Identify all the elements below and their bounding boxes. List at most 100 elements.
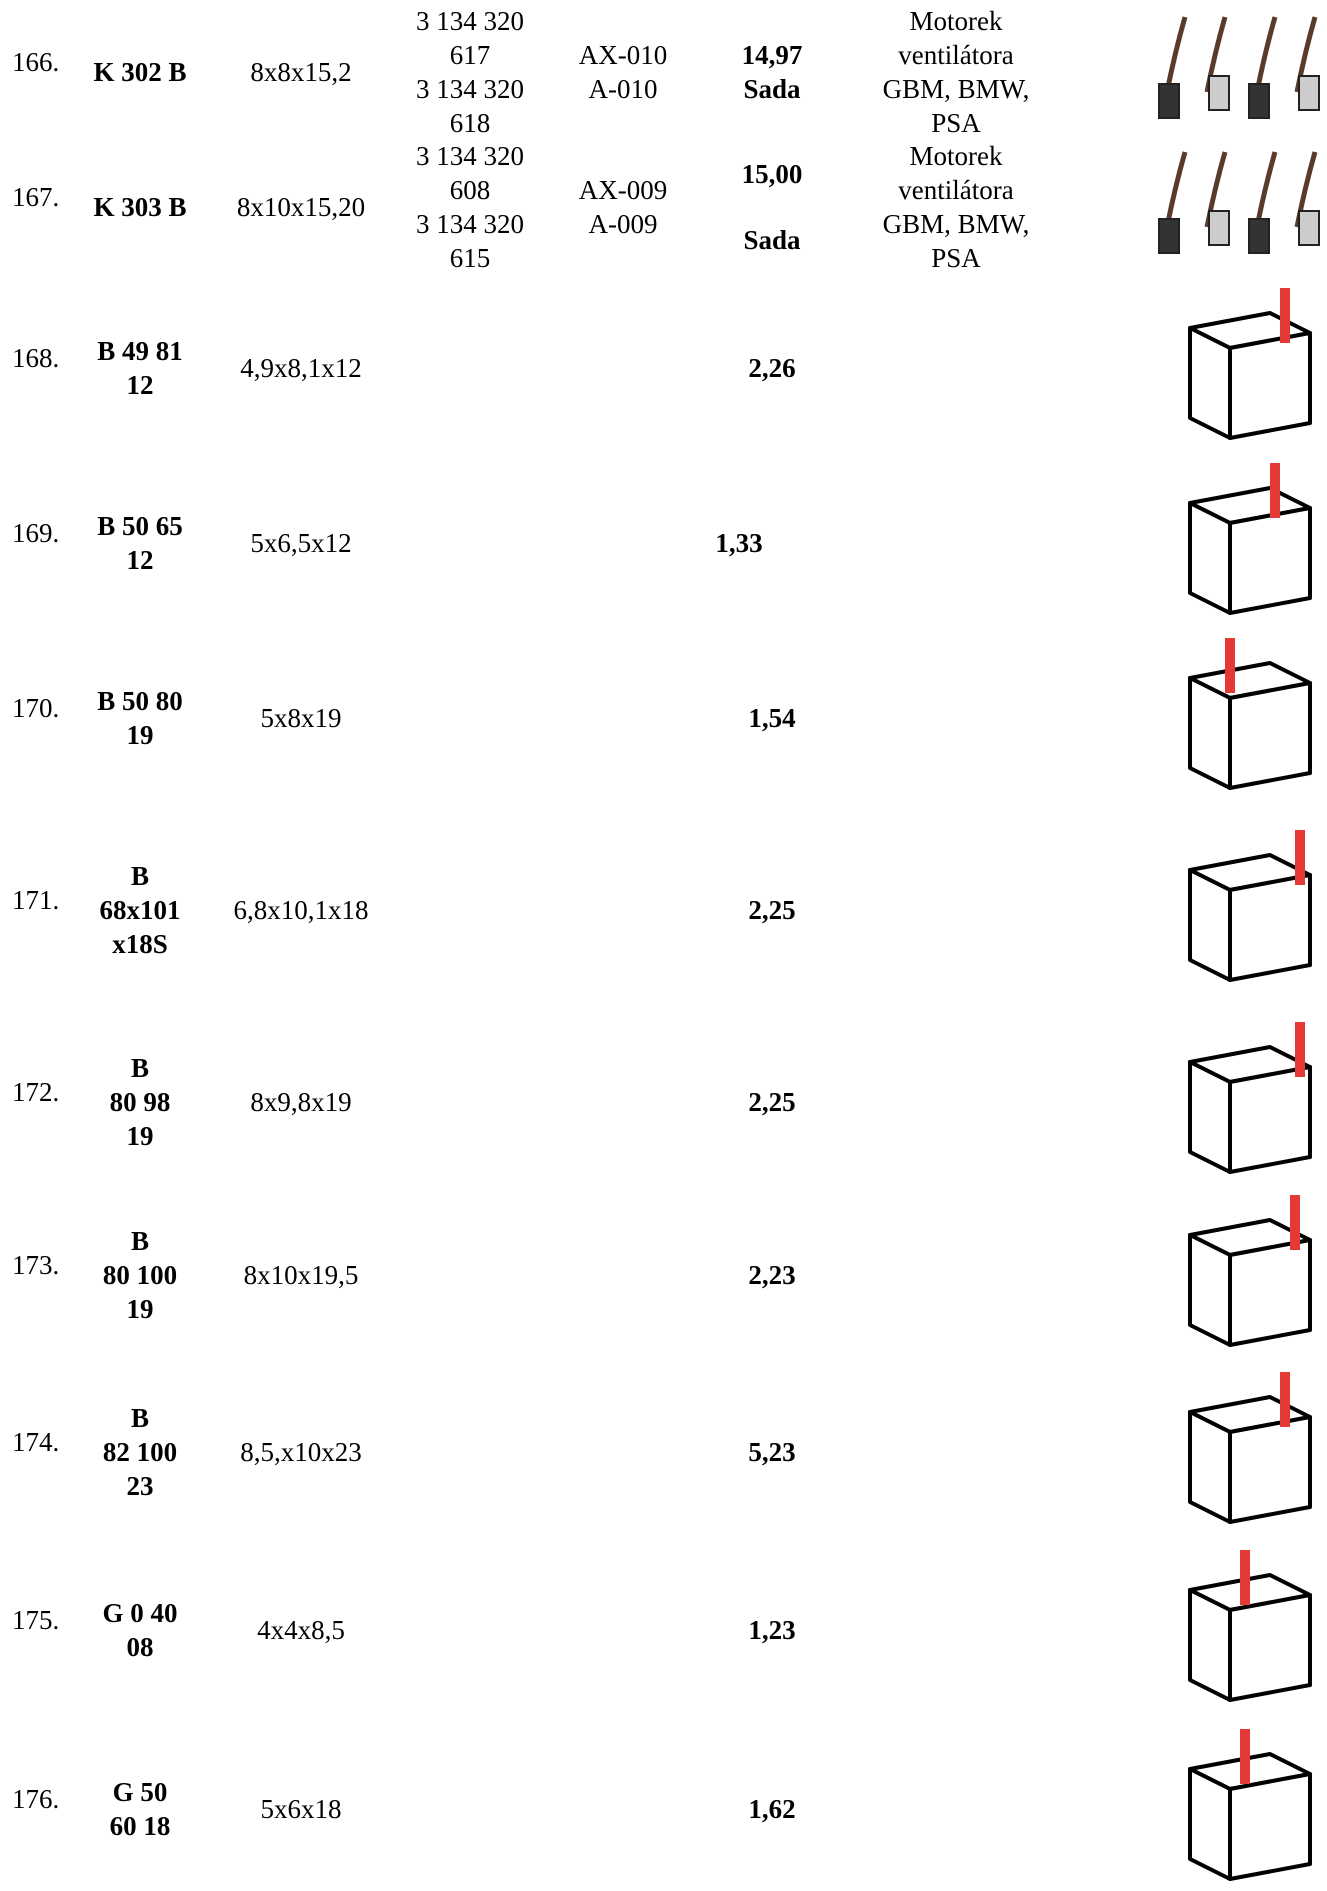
brush-image (1188, 1550, 1312, 1702)
code-line: B (130, 1053, 149, 1083)
dimensions-line: 5x6,5x12 (250, 528, 352, 558)
reference: AX-009 A-009 (558, 173, 688, 241)
code: B 50 80 19 (80, 684, 200, 752)
dimensions-line: 4,9x8,1x12 (240, 353, 362, 383)
dimensions-line: 8,5,x10x23 (240, 1437, 362, 1467)
dimensions: 8,5,x10x23 (216, 1435, 386, 1469)
shape (1158, 83, 1180, 119)
brush-image (1188, 638, 1312, 790)
shape (1228, 1593, 1312, 1702)
dimensions-line: 8x10x15,20 (236, 192, 366, 222)
price: 1,33 (684, 526, 794, 560)
code-line: 68x101 (99, 895, 181, 925)
code-line: B 50 80 (97, 686, 183, 716)
shape (1254, 151, 1278, 228)
shape (1228, 331, 1312, 440)
code-line: 12 (126, 545, 154, 575)
code-line: G 0 40 (102, 1598, 178, 1628)
row-number: 170. (12, 693, 60, 723)
code-line: 12 (126, 370, 154, 400)
shape (1188, 501, 1232, 615)
note: Motorek ventilátora GBM, BMW, PSA (856, 139, 1056, 275)
price-line: 2,23 (748, 1260, 796, 1290)
dimensions: 8x10x15,20 (216, 190, 386, 224)
code: G 0 40 08 (80, 1596, 200, 1664)
row-number: 173. (12, 1250, 60, 1280)
reference-line: A-010 (588, 74, 658, 104)
code-line: 60 18 (109, 1811, 171, 1841)
note-line: ventilátora (898, 175, 1014, 205)
shape (1228, 1238, 1312, 1347)
oe-number-line: 3 134 320 (416, 209, 524, 239)
code: B 50 65 12 (80, 509, 200, 577)
code-line: B (130, 1403, 149, 1433)
oe-number-line: 3 134 320 (416, 74, 524, 104)
wire (1270, 463, 1280, 518)
code: B 80 100 19 (80, 1224, 200, 1326)
shape (1248, 83, 1270, 119)
price-line: 1,62 (748, 1794, 796, 1824)
dimensions: 8x9,8x19 (216, 1085, 386, 1119)
shape (1188, 1060, 1232, 1174)
note-line: GBM, BMW, (882, 209, 1030, 239)
oe-number-line: 3 134 320 (416, 6, 524, 36)
dimensions: 5x6x18 (216, 1792, 386, 1826)
shape (1248, 218, 1270, 254)
code-line: 82 100 (102, 1437, 178, 1467)
code: B 80 98 19 (80, 1051, 200, 1153)
shape (1188, 1588, 1232, 1702)
code: B 82 100 23 (80, 1401, 200, 1503)
row-number: 169. (12, 518, 60, 548)
brush-image (1188, 288, 1312, 440)
brush-image (1158, 151, 1320, 254)
price: 14,97 Sada (717, 38, 827, 106)
code: G 50 60 18 (80, 1775, 200, 1843)
reference-line: A-009 (588, 209, 658, 239)
shape (1298, 210, 1320, 246)
shape (1208, 210, 1230, 246)
price: 5,23 (717, 1435, 827, 1469)
code-line: x18S (112, 929, 168, 959)
shape (1164, 151, 1188, 228)
code-line: B (130, 861, 149, 891)
shape (1164, 16, 1188, 93)
shape (1208, 75, 1230, 111)
price: 2,25 (717, 1085, 827, 1119)
note-line: PSA (931, 243, 981, 273)
wire (1280, 1372, 1290, 1427)
dimensions: 5x6,5x12 (216, 526, 386, 560)
code-line: 80 98 (109, 1087, 171, 1117)
note-line: PSA (931, 108, 981, 138)
price: 1,23 (717, 1613, 827, 1647)
dimensions-line: 8x10x19,5 (243, 1260, 359, 1290)
code-line: B (130, 1226, 149, 1256)
brush-image (1158, 16, 1320, 119)
dimensions-line: 4x4x8,5 (257, 1615, 345, 1645)
dimensions-line: 5x8x19 (260, 703, 342, 733)
dimensions: 6,8x10,1x18 (216, 893, 386, 927)
code: B 68x101 x18S (80, 859, 200, 961)
wire (1280, 288, 1290, 343)
note: Motorek ventilátora GBM, BMW, PSA (856, 4, 1056, 140)
shape (1188, 1233, 1232, 1347)
dimensions-line: 8x9,8x19 (250, 1087, 352, 1117)
dimensions-line: 6,8x10,1x18 (233, 895, 369, 925)
shape (1188, 868, 1232, 982)
brush-image (1188, 1195, 1312, 1347)
price-line: Sada (743, 74, 801, 104)
reference-line: AX-009 (578, 175, 668, 205)
price-line: 2,26 (748, 353, 796, 383)
price: 1,62 (717, 1792, 827, 1826)
row-number: 176. (12, 1784, 60, 1814)
shape (1188, 676, 1232, 790)
wire (1295, 1022, 1305, 1077)
oe-number-line: 618 (449, 108, 491, 138)
code-line: 19 (126, 1294, 154, 1324)
brush-image (1188, 1022, 1312, 1174)
shape (1228, 1415, 1312, 1524)
code-line: 80 100 (102, 1260, 178, 1290)
dimensions: 8x10x19,5 (216, 1258, 386, 1292)
price: 15,00 Sada (717, 157, 827, 257)
price-line: 15,00 (741, 159, 803, 189)
